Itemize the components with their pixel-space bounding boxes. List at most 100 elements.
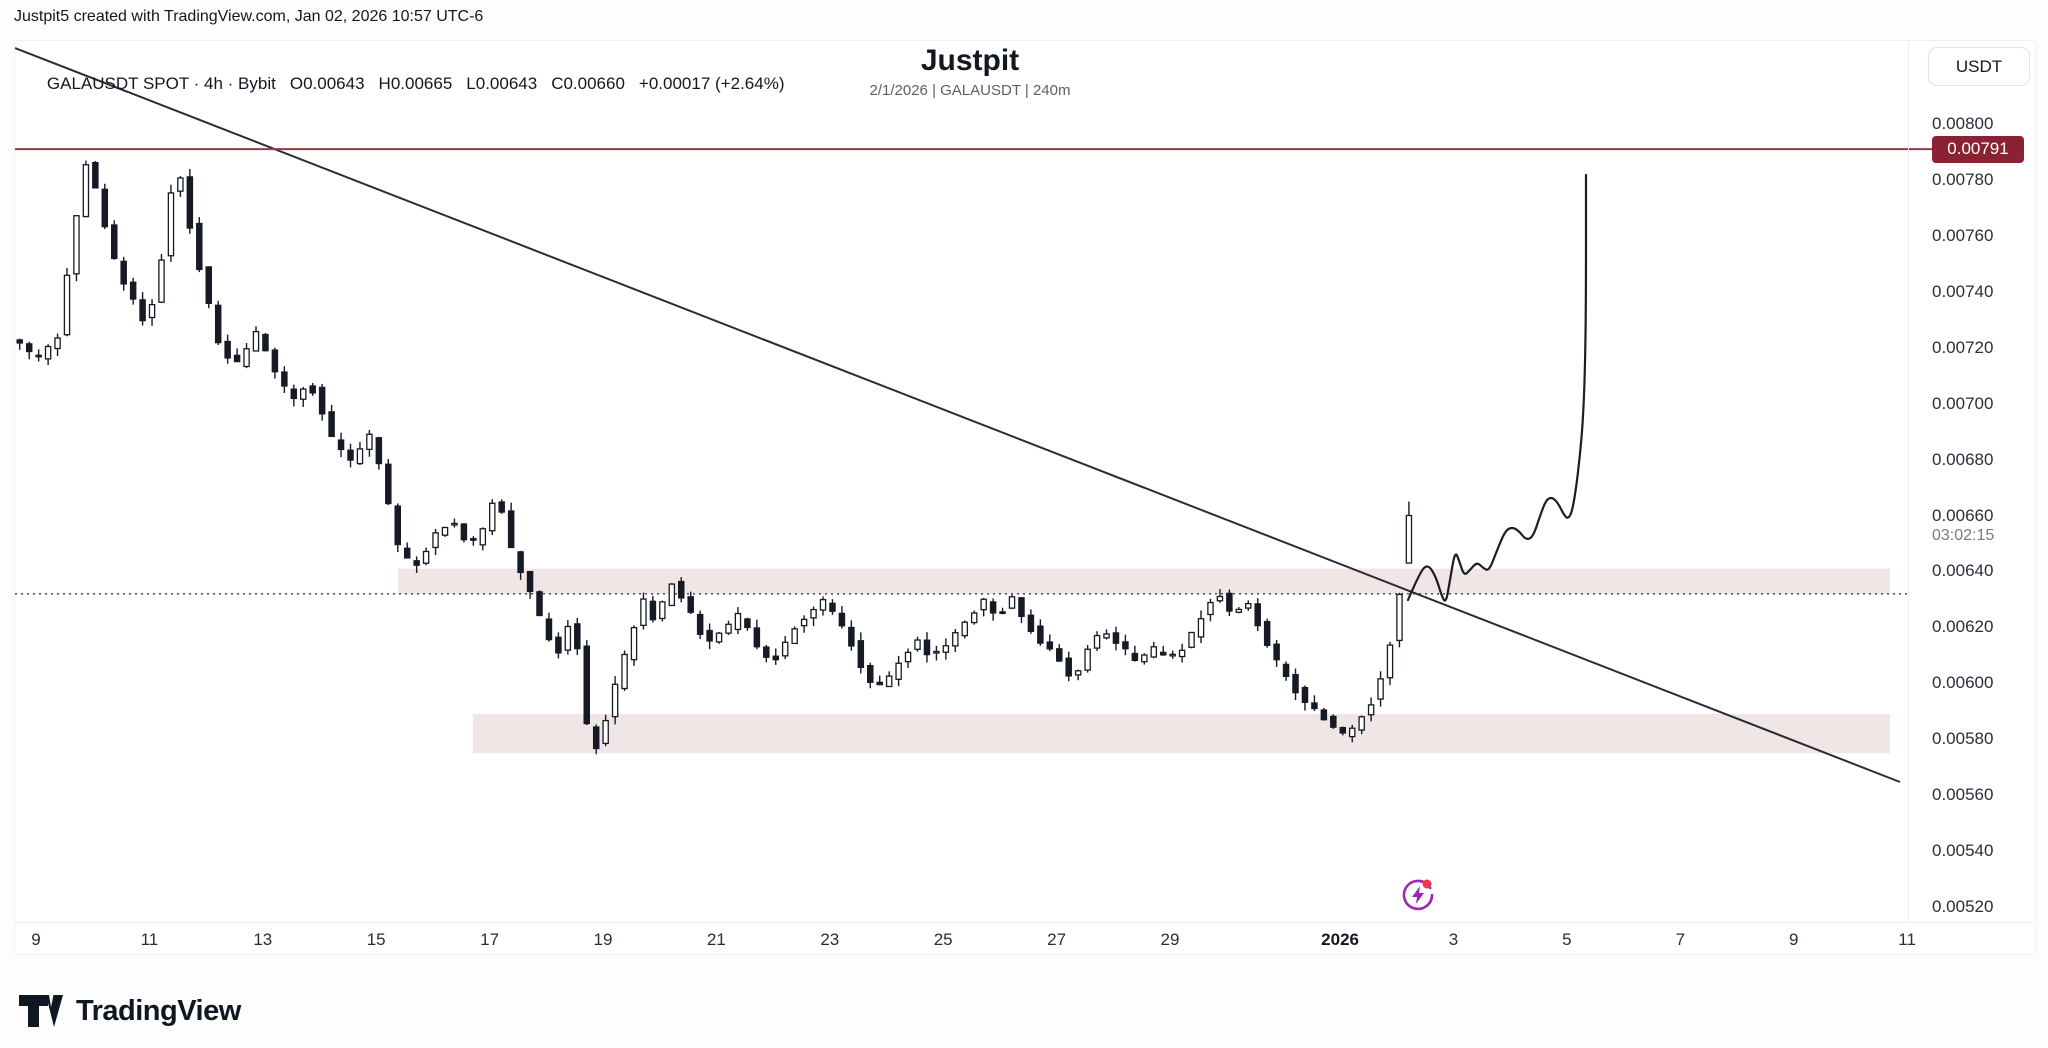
candle <box>158 259 165 303</box>
time-axis-tick: 5 <box>1562 930 1572 949</box>
candle <box>517 551 524 574</box>
candle <box>696 613 704 635</box>
price-axis-tick: 0.00680 <box>1932 449 1994 469</box>
candlesticks <box>16 160 1413 755</box>
candle <box>347 449 354 461</box>
candle <box>715 632 723 643</box>
candle <box>687 596 694 613</box>
candle <box>545 618 553 641</box>
symbol-name: GALAUSDT SPOT · 4h · Bybit <box>46 74 276 93</box>
candle <box>885 675 893 688</box>
candle <box>1339 726 1347 734</box>
candle <box>1282 663 1290 678</box>
watermark-title: Justpit <box>920 44 1020 77</box>
candle <box>583 645 591 725</box>
candle <box>602 719 609 745</box>
ohlc-close: C0.00660 <box>551 74 625 93</box>
candle <box>1150 646 1158 658</box>
candle <box>904 651 912 663</box>
lightning-widget-icon[interactable] <box>1402 879 1434 911</box>
candle <box>1207 601 1214 616</box>
candle <box>819 598 827 611</box>
tradingview-logo: TradingView <box>18 990 241 1032</box>
candle <box>1301 686 1309 703</box>
price-axis-tick: 0.00800 <box>1932 114 1994 133</box>
candle <box>92 162 99 189</box>
candle <box>1245 603 1252 609</box>
time-axis-tick: 23 <box>820 930 840 949</box>
candle <box>867 665 874 683</box>
candle <box>451 522 458 526</box>
candle <box>952 632 959 647</box>
creator-line: Justpit5 created with TradingView.com, J… <box>14 8 484 25</box>
candle <box>791 628 798 645</box>
candle <box>592 726 600 750</box>
candle <box>1226 592 1233 612</box>
candle <box>933 650 940 654</box>
time-axis-tick: 9 <box>1788 930 1799 949</box>
candle <box>555 636 562 654</box>
candle <box>1065 657 1072 677</box>
candle <box>1103 633 1110 639</box>
candle <box>460 523 468 541</box>
candle <box>1330 715 1337 728</box>
candle <box>649 600 657 621</box>
candle <box>923 639 931 656</box>
candle <box>763 646 770 658</box>
candle <box>970 612 978 624</box>
candle <box>1037 625 1044 644</box>
candle <box>564 625 572 651</box>
time-axis-tick: 11 <box>140 930 159 949</box>
candle <box>1311 702 1318 710</box>
candle <box>205 266 212 304</box>
candle <box>942 645 950 653</box>
candle <box>139 299 146 322</box>
price-axis-tick: 0.00640 <box>1932 561 1994 581</box>
candle <box>706 629 713 642</box>
candle <box>640 598 647 626</box>
time-axis-tick: 21 <box>706 930 726 949</box>
lightning-bolt-icon <box>1412 886 1424 904</box>
candle <box>1348 727 1356 738</box>
time-axis-tick: 3 <box>1448 930 1459 949</box>
candle <box>989 601 997 614</box>
candle <box>574 623 581 650</box>
candle <box>25 343 33 353</box>
price-axis-tick: 0.00520 <box>1932 897 1994 916</box>
candle <box>148 304 156 319</box>
projection-curve-drawing[interactable] <box>1406 173 1588 602</box>
price-axis-tick: 0.00620 <box>1932 617 1994 637</box>
price-axis-tick: 0.00560 <box>1932 785 1994 805</box>
candle <box>772 655 780 661</box>
time-axis-tick: 9 <box>31 930 41 949</box>
candle <box>498 501 505 513</box>
currency-toggle-button[interactable]: USDT <box>1928 47 2030 86</box>
candle <box>413 560 420 566</box>
candle <box>507 510 515 549</box>
candle <box>1320 709 1328 721</box>
time-axis-tick: 13 <box>253 930 273 949</box>
candle <box>385 463 392 505</box>
descending-trendline[interactable] <box>15 47 1901 783</box>
candle <box>734 612 742 631</box>
candle <box>536 591 543 617</box>
candle <box>309 385 316 394</box>
candle <box>224 340 231 359</box>
candle <box>1254 603 1261 627</box>
candle <box>356 448 364 465</box>
candle <box>403 547 411 559</box>
candle <box>366 433 373 450</box>
candle <box>1008 596 1016 609</box>
candle <box>375 437 383 465</box>
candle <box>838 612 846 627</box>
tradingview-logo-icon <box>19 995 63 1027</box>
time-axis-tick: 19 <box>593 930 613 949</box>
candle <box>1263 620 1271 646</box>
candle <box>526 570 534 593</box>
candle <box>281 371 288 387</box>
candle <box>725 623 732 634</box>
candle <box>678 580 685 599</box>
candle <box>1367 704 1375 716</box>
time-axis-tick: 27 <box>1047 930 1067 949</box>
candle <box>659 601 666 620</box>
